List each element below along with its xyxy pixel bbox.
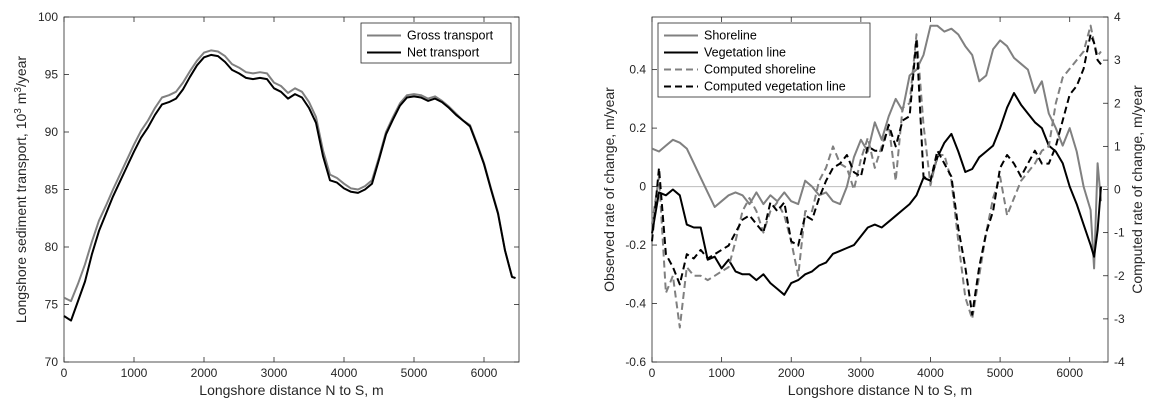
x-tick-label: 2000 bbox=[191, 366, 218, 380]
legend-entry: Gross transport bbox=[407, 29, 494, 43]
y-axis-label: Observed rate of change, m/year bbox=[601, 87, 617, 292]
x-tick-label: 3000 bbox=[261, 366, 288, 380]
series-line-shoreline bbox=[651, 24, 1102, 270]
y-axis-label-part: m bbox=[13, 93, 29, 109]
legend: Gross transport Net transport bbox=[360, 22, 512, 64]
right-y-tick-label: 1 bbox=[1114, 139, 1121, 153]
y-axis-label-part: /year bbox=[13, 56, 29, 87]
right-y-tick-label: -1 bbox=[1114, 226, 1125, 240]
right-y-tick-label: 0 bbox=[1114, 183, 1121, 197]
y-tick-label: -0.6 bbox=[625, 355, 646, 369]
right-chart-rate-of-change: 0 1000 2000 3000 4000 5000 6000 -0.6 -0.4 -0.2 0 0.… bbox=[601, 10, 1145, 398]
legend-entry: Computed vegetation line bbox=[704, 80, 846, 94]
legend-entry: Vegetation line bbox=[704, 46, 786, 60]
right-y-tick-label: 3 bbox=[1114, 53, 1121, 67]
y-axis-label-part: Longshore sediment transport, 10 bbox=[13, 114, 29, 324]
plot-frame bbox=[63, 16, 520, 363]
series-line-net-transport bbox=[63, 53, 516, 322]
right-y-tick-label: 2 bbox=[1114, 96, 1121, 110]
series-line-computed-vegetation-line bbox=[651, 33, 1102, 316]
legend-entry: Shoreline bbox=[704, 29, 757, 43]
x-axis-label: Longshore distance N to S, m bbox=[788, 382, 972, 398]
series-line-computed-shoreline bbox=[651, 24, 1102, 329]
y-tick-label: 0 bbox=[639, 180, 646, 194]
y-tick-label: 0.2 bbox=[629, 121, 646, 135]
x-tick-label: 0 bbox=[649, 366, 656, 380]
y-tick-label: -0.4 bbox=[625, 297, 646, 311]
y-tick-label: 90 bbox=[45, 125, 59, 139]
x-tick-label: 0 bbox=[61, 366, 68, 380]
y-axis-label-superscript: 3 bbox=[13, 87, 24, 93]
y-tick-label: 0.4 bbox=[629, 63, 646, 77]
y-tick-label: 80 bbox=[45, 240, 59, 254]
right-y-tick-label: -2 bbox=[1114, 269, 1125, 283]
y-tick-label: -0.2 bbox=[625, 238, 646, 252]
right-y-tick-label: 4 bbox=[1114, 10, 1121, 24]
y-axis-label: Longshore sediment transport, 103 m3/yea… bbox=[13, 56, 29, 324]
x-axis-label: Longshore distance N to S, m bbox=[199, 382, 383, 398]
x-tick-label: 2000 bbox=[778, 366, 805, 380]
legend-entry: Net transport bbox=[407, 46, 480, 60]
y-tick-label: 100 bbox=[38, 10, 58, 24]
x-tick-label: 1000 bbox=[121, 366, 148, 380]
x-tick-label: 1000 bbox=[708, 366, 735, 380]
legend-box bbox=[360, 22, 512, 64]
left-chart-transport: 0 1000 2000 3000 4000 5000 6000 70 75 80 85 90 95 100… bbox=[13, 10, 520, 398]
y-tick-label: 85 bbox=[45, 183, 59, 197]
x-tick-label: 5000 bbox=[987, 366, 1014, 380]
x-tick-label: 5000 bbox=[401, 366, 428, 380]
x-tick-label: 4000 bbox=[331, 366, 358, 380]
right-y-tick-label: -3 bbox=[1114, 312, 1125, 326]
x-tick-label: 6000 bbox=[1056, 366, 1083, 380]
legend-entry: Computed shoreline bbox=[704, 63, 816, 77]
y-axis-label-text: Observed rate of change, m/year bbox=[601, 87, 617, 292]
y-tick-label: 95 bbox=[45, 68, 59, 82]
legend: Shoreline Vegetation line Computed shoreli… bbox=[657, 22, 871, 98]
series-line-vegetation-line bbox=[651, 92, 1102, 296]
x-tick-label: 3000 bbox=[848, 366, 875, 380]
right-y-axis-label: Computed rate of change, m/year bbox=[1129, 85, 1145, 294]
x-tick-label: 6000 bbox=[471, 366, 498, 380]
right-y-tick-label: -4 bbox=[1114, 355, 1125, 369]
y-tick-label: 70 bbox=[45, 355, 59, 369]
x-tick-label: 4000 bbox=[917, 366, 944, 380]
y-tick-label: 75 bbox=[45, 298, 59, 312]
y-axis-label-superscript: 3 bbox=[13, 108, 24, 114]
